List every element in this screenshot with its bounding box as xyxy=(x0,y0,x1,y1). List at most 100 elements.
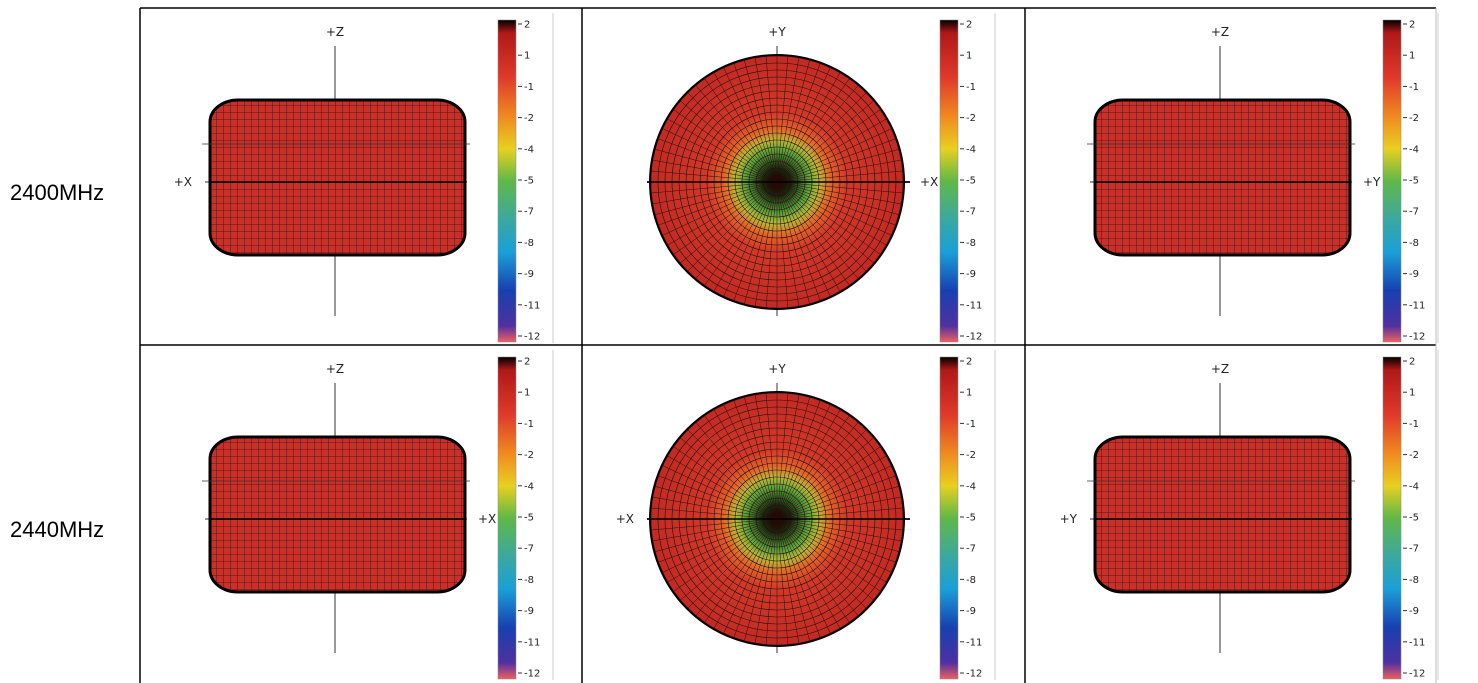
colorbar-label: -8 xyxy=(966,238,976,249)
mesh-line xyxy=(657,475,778,520)
colorbar-label: -5 xyxy=(1409,513,1419,524)
mesh-line xyxy=(661,128,778,183)
mesh-line xyxy=(733,518,778,639)
colorbar-label: -11 xyxy=(966,300,982,311)
colorbar-label: -5 xyxy=(524,513,534,524)
mesh-line xyxy=(776,181,888,246)
mesh-line xyxy=(776,181,789,309)
mesh-line xyxy=(776,181,867,272)
mesh-line xyxy=(713,181,778,293)
colorbar-label: -9 xyxy=(524,606,534,617)
colorbar-label: -5 xyxy=(1409,176,1419,187)
mesh-line xyxy=(733,62,778,183)
mesh-line xyxy=(687,92,778,183)
colorbar-label: -2 xyxy=(1409,113,1419,124)
mesh-line xyxy=(672,108,778,183)
axis-label: +X xyxy=(920,175,938,189)
colorbar-label: -8 xyxy=(1409,575,1419,586)
mesh-line xyxy=(776,56,800,183)
axis-label: +X xyxy=(616,512,634,526)
mesh-line xyxy=(776,92,867,183)
mesh-line xyxy=(754,181,778,308)
mesh-line xyxy=(776,71,841,183)
colorbar-label: -1 xyxy=(966,419,976,430)
colorbar xyxy=(939,19,959,343)
mesh-line xyxy=(657,181,778,226)
mesh-line xyxy=(776,84,859,183)
colorbar-label: -12 xyxy=(1409,332,1425,343)
mesh-line xyxy=(650,170,778,183)
mesh-line xyxy=(723,403,778,520)
mesh-line xyxy=(776,445,882,520)
mesh-line xyxy=(679,181,778,264)
mesh-line xyxy=(765,392,778,520)
axis-label: +Z xyxy=(326,25,344,39)
row-label: 2400MHz xyxy=(10,180,104,205)
mesh-line xyxy=(695,518,778,617)
radiation-pattern xyxy=(208,435,467,594)
mesh-line xyxy=(776,496,903,520)
mesh-line xyxy=(776,181,897,226)
axis-label: +Y xyxy=(768,362,786,376)
colorbar-label: -1 xyxy=(524,419,534,430)
mesh-line xyxy=(776,518,888,583)
mesh-line xyxy=(776,159,903,183)
row-label: 2440MHz xyxy=(10,517,104,542)
mesh-line xyxy=(679,100,778,183)
mesh-line xyxy=(776,62,821,183)
mesh-line xyxy=(657,518,778,563)
colorbar xyxy=(497,356,517,680)
mesh-line xyxy=(776,181,893,236)
mesh-line xyxy=(776,518,893,573)
mesh-line xyxy=(679,518,778,601)
mesh-line xyxy=(776,100,875,183)
mesh-line xyxy=(765,518,778,646)
mesh-line xyxy=(661,465,778,520)
colorbar-label: -4 xyxy=(524,144,534,155)
colorbar-label: -1 xyxy=(966,82,976,93)
mesh-line xyxy=(703,181,778,287)
mesh-line xyxy=(776,392,789,520)
mesh-line xyxy=(776,108,882,183)
colorbar-label: -11 xyxy=(1409,637,1425,648)
mesh-line xyxy=(776,55,789,183)
colorbar-label: -7 xyxy=(1409,207,1419,218)
mesh-line xyxy=(723,66,778,183)
mesh-line xyxy=(672,181,778,256)
mesh-line xyxy=(776,455,888,520)
colorbar xyxy=(939,356,959,680)
mesh-line xyxy=(723,181,778,298)
colorbar-label: -12 xyxy=(966,332,982,343)
colorbar-label: -11 xyxy=(524,637,540,648)
mesh-line xyxy=(776,518,789,646)
colorbar-label: -2 xyxy=(524,113,534,124)
pattern-panel: +Z +Y 2 1 -1 -2 -4 -5 -7 -8 -9 -11 -12 xyxy=(1087,13,1439,343)
colorbar-label: 2 xyxy=(524,357,530,368)
mesh-line xyxy=(776,518,811,642)
mesh-line xyxy=(776,429,867,520)
mesh-line xyxy=(657,138,778,183)
mesh-line xyxy=(743,59,778,183)
mesh-line xyxy=(776,181,800,308)
mesh-line xyxy=(713,408,778,520)
mesh-line xyxy=(776,393,800,520)
axis-label: +X xyxy=(174,175,192,189)
colorbar-label: -9 xyxy=(1409,606,1419,617)
mesh-line xyxy=(743,518,778,642)
colorbar-label: 1 xyxy=(966,388,972,399)
colorbar-label: -9 xyxy=(966,269,976,280)
colorbar-label: -12 xyxy=(1409,669,1425,680)
colorbar-label: -4 xyxy=(1409,144,1419,155)
mesh-line xyxy=(776,518,904,531)
radiation-pattern xyxy=(1093,98,1352,257)
colorbar-label: 2 xyxy=(966,357,972,368)
colorbar-label: -8 xyxy=(1409,238,1419,249)
colorbar-label: -12 xyxy=(524,332,540,343)
axis-label: +Y xyxy=(1363,175,1381,189)
colorbar-label: 1 xyxy=(524,51,530,62)
colorbar-label: -12 xyxy=(966,669,982,680)
colorbar-label: -7 xyxy=(966,207,976,218)
mesh-line xyxy=(695,181,778,280)
pattern-panel: +Z +Y 2 1 -1 -2 -4 -5 -7 -8 -9 -11 -12 xyxy=(1060,350,1439,680)
colorbar-label: 1 xyxy=(1409,388,1415,399)
